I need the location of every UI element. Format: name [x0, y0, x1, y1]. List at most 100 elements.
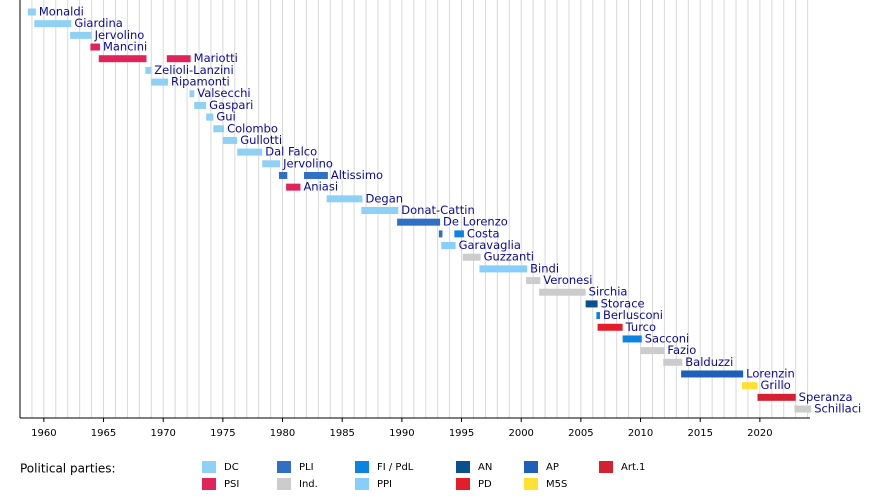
legend-swatch — [202, 461, 216, 473]
minister-name: Garavaglia — [459, 238, 521, 252]
tenure-bar — [397, 218, 441, 226]
tenure-bar — [663, 358, 683, 366]
legend-swatch — [355, 478, 369, 490]
tenure-bar — [27, 8, 36, 16]
legend-swatch — [456, 461, 470, 473]
minister-name: Gui — [216, 110, 235, 124]
tenure-bar — [596, 312, 600, 320]
legend-label: PD — [478, 479, 492, 490]
minister-name: Speranza — [799, 390, 853, 404]
minister-name: Veronesi — [543, 273, 592, 287]
minister-name: Grillo — [760, 378, 790, 392]
tenure-bar — [304, 171, 328, 179]
tenure-bar — [441, 242, 456, 250]
legend-label: AP — [546, 462, 559, 473]
minister-name: Mariotti — [194, 51, 238, 65]
legend-label: M5S — [546, 479, 567, 490]
minister-name: Monaldi — [39, 5, 84, 19]
tenure-bar — [438, 230, 443, 238]
legend-label: Ind. — [299, 479, 318, 490]
x-tick-label: 1980 — [270, 428, 295, 439]
x-tick-label: 2010 — [628, 428, 653, 439]
minister-name: Gaspari — [209, 98, 253, 112]
minister-name: Gullotti — [240, 133, 282, 147]
legend-swatch — [456, 478, 470, 490]
tenure-bar — [757, 393, 796, 401]
legend-swatch — [524, 461, 538, 473]
tenure-bar — [90, 43, 100, 51]
x-tick-label: 1995 — [449, 428, 474, 439]
legend-label: AN — [478, 462, 492, 473]
x-tick-label: 1970 — [150, 428, 175, 439]
minister-name: Aniasi — [303, 180, 338, 194]
minister-name: Schillaci — [814, 402, 861, 416]
minister-name: Sirchia — [589, 285, 628, 299]
minister-name: Mancini — [103, 40, 147, 54]
tenure-bar — [479, 265, 528, 273]
minister-name: Lorenzin — [746, 366, 795, 380]
minister-name: Degan — [365, 191, 403, 205]
tenure-bar — [794, 405, 812, 413]
minister-name: Storace — [601, 296, 645, 310]
x-tick-label: 1965 — [91, 428, 116, 439]
tenure-bar — [34, 20, 72, 28]
legend-label: DC — [224, 462, 239, 473]
legend-swatch — [599, 461, 613, 473]
legend-swatch — [202, 478, 216, 490]
minister-name: Fazio — [667, 343, 696, 357]
tenure-bar — [222, 136, 238, 144]
legend-label: FI / PdL — [377, 462, 414, 473]
tenure-bar — [151, 78, 168, 86]
tenure-bar — [525, 277, 541, 285]
minister-name: Colombo — [227, 121, 278, 135]
minister-name: Ripamonti — [171, 75, 230, 89]
tenure-bar — [194, 101, 207, 109]
tenure-bar — [166, 55, 191, 63]
legend-swatch — [277, 461, 291, 473]
x-tick-label: 1985 — [329, 428, 354, 439]
tenure-bar — [206, 113, 214, 121]
legend-label: PPI — [377, 479, 392, 490]
tenure-bar — [326, 195, 363, 203]
minister-name: Turco — [625, 320, 656, 334]
minister-name: De Lorenzo — [443, 215, 508, 229]
tenure-bar — [681, 370, 744, 378]
minister-name: Giardina — [74, 16, 123, 30]
tenure-bar — [213, 125, 225, 133]
legend-swatch — [355, 461, 369, 473]
tenure-bar — [70, 31, 92, 39]
x-tick-label: 1975 — [210, 428, 235, 439]
legend-label: Art.1 — [621, 462, 645, 473]
minister-name: Dal Falco — [265, 145, 317, 159]
minister-name: Guzzanti — [484, 250, 534, 264]
minister-name: Jervolino — [94, 28, 145, 42]
tenure-bar — [262, 160, 281, 168]
tenure-bar — [454, 230, 464, 238]
minister-name: Balduzzi — [685, 355, 733, 369]
tenure-bar — [278, 171, 288, 179]
x-tick-label: 1960 — [31, 428, 56, 439]
x-tick-label: 2020 — [747, 428, 772, 439]
minister-name: Zelioli-Lanzini — [154, 63, 233, 77]
tenure-bar — [640, 347, 665, 355]
x-tick-label: 2015 — [687, 428, 712, 439]
minister-name: Donat-Cattin — [401, 203, 474, 217]
tenure-bar — [237, 148, 263, 156]
minister-name: Bindi — [530, 261, 559, 275]
x-tick-label: 2005 — [568, 428, 593, 439]
tenure-bar — [361, 207, 399, 214]
minister-name: Valsecchi — [197, 86, 250, 100]
tenure-bar — [622, 335, 642, 343]
tenure-bar — [286, 183, 301, 191]
legend-label: PSI — [224, 479, 239, 490]
minister-name: Costa — [467, 226, 500, 240]
x-tick-label: 2000 — [508, 428, 533, 439]
tenure-bar — [462, 253, 481, 261]
x-tick-label: 1990 — [389, 428, 414, 439]
minister-name: Jervolino — [282, 156, 333, 170]
tenure-bar — [597, 323, 623, 331]
tenure-bar — [539, 288, 586, 296]
tenure-bar — [189, 90, 195, 98]
tenure-bar — [741, 382, 758, 390]
